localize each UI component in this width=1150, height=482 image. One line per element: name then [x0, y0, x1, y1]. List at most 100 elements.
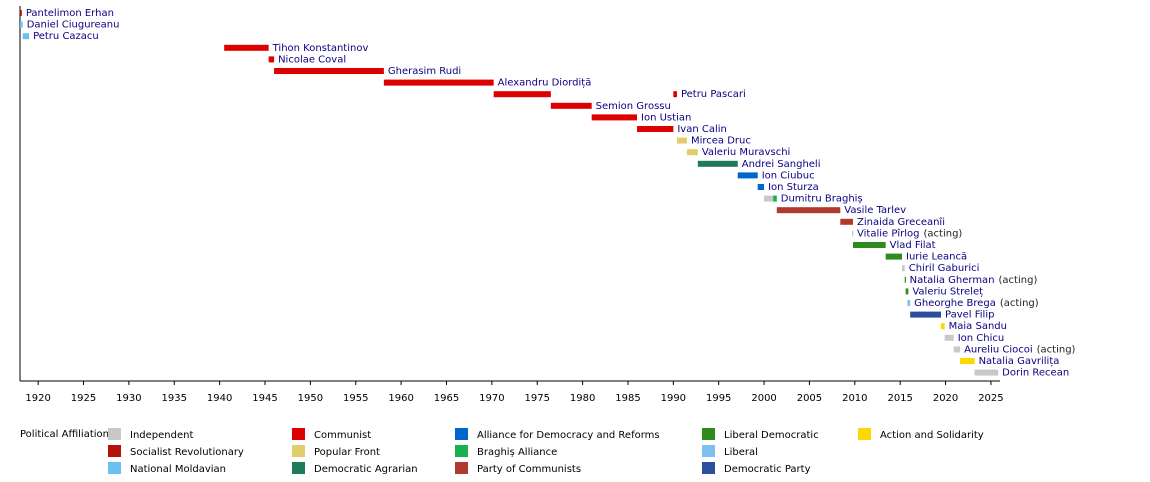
- legend-label: Democratic Agrarian: [314, 464, 418, 475]
- legend-swatch: [292, 445, 305, 457]
- term-bar: [20, 21, 23, 28]
- legend-swatch: [108, 462, 121, 474]
- term-bar: [673, 91, 677, 98]
- pm-name: Petru Pascari: [681, 89, 746, 100]
- pm-name: Petru Cazacu: [33, 31, 99, 42]
- term-bar: [697, 160, 738, 167]
- pm-name: Valeriu Streleț: [912, 286, 983, 297]
- term-bar: [941, 323, 945, 330]
- term-bar: [953, 346, 961, 353]
- term-bar: [637, 126, 674, 132]
- pm-name-text: Valeriu Muravschi: [702, 147, 790, 158]
- pm-name-text: Ion Ciubuc: [762, 170, 815, 181]
- pm-name: Gheorghe Brega (acting): [914, 298, 1039, 309]
- x-tick-label: 1945: [252, 393, 277, 404]
- pm-name: Vlad Filat: [890, 240, 936, 251]
- legend-swatch: [702, 428, 715, 440]
- legend-label: Braghiș Alliance: [477, 447, 557, 458]
- term-bar: [686, 149, 698, 156]
- pm-name-text: Zinaida Greceanîi: [857, 216, 945, 228]
- pm-name-text: Natalia Gherman: [910, 275, 995, 286]
- pm-name-text: Tihon Konstantinov: [272, 43, 369, 54]
- pm-name-text: Ivan Calin: [677, 124, 727, 135]
- x-tick-label: 1925: [71, 393, 96, 404]
- legend-swatch: [292, 428, 305, 440]
- legend-title: Political Affiliation:: [20, 429, 112, 440]
- pm-name-text: Gherasim Rudi: [388, 66, 461, 77]
- legend-label: Alliance for Democracy and Reforms: [477, 430, 660, 441]
- legend-label: Liberal: [724, 447, 758, 458]
- term-bar: [20, 10, 22, 16]
- legend-swatch: [702, 445, 715, 457]
- pm-name-text: Dorin Recean: [1002, 368, 1069, 379]
- legend-label: Party of Communists: [477, 464, 581, 475]
- pm-name-text: Ion Chicu: [958, 333, 1005, 344]
- term-bar: [852, 230, 854, 237]
- x-tick-label: 1975: [524, 393, 549, 404]
- pm-name: Natalia Gavrilița: [979, 356, 1060, 367]
- legend-label: Popular Front: [314, 447, 380, 458]
- pm-name: Natalia Gherman (acting): [910, 275, 1038, 286]
- x-tick-label: 1980: [570, 393, 595, 404]
- x-tick-label: 2000: [751, 393, 776, 404]
- pm-name-text: Aureliu Ciocoi: [964, 344, 1033, 355]
- pm-name-text: Alexandru Diordiță: [498, 78, 592, 89]
- pm-name-text: Pavel Filip: [945, 310, 994, 321]
- pm-name-text: Ion Sturza: [768, 182, 819, 193]
- pm-name-text: Valeriu Streleț: [912, 286, 983, 297]
- x-tick-label: 1965: [434, 393, 459, 404]
- legend-swatch: [108, 428, 121, 440]
- pm-note: (acting): [924, 228, 963, 239]
- legend-swatch: [455, 462, 468, 474]
- legend-swatch: [108, 445, 121, 457]
- legend-swatch: [455, 445, 468, 457]
- pm-name: Mircea Druc: [691, 136, 751, 147]
- x-tick-label: 1960: [388, 393, 413, 404]
- x-tick-label: 2005: [797, 393, 822, 404]
- pm-name: Pavel Filip: [945, 310, 994, 321]
- pm-name-text: Petru Cazacu: [33, 31, 99, 42]
- term-bar: [773, 195, 777, 202]
- legend-label: Independent: [130, 430, 193, 441]
- x-tick-label: 2025: [978, 393, 1003, 404]
- pm-note: (acting): [999, 275, 1038, 286]
- pm-name: Vasile Tarlev: [844, 205, 906, 216]
- legend-label: Liberal Democratic: [724, 430, 819, 441]
- term-bar: [960, 358, 975, 364]
- pm-name-text: Mircea Druc: [691, 136, 751, 147]
- pm-note: (acting): [1037, 344, 1076, 355]
- pm-name: Iurie Leancă: [906, 252, 967, 263]
- x-tick-label: 1930: [116, 393, 141, 404]
- term-bar: [776, 207, 841, 214]
- term-bar: [944, 334, 954, 341]
- x-tick-label: 2010: [842, 393, 867, 404]
- pm-name: Gherasim Rudi: [388, 66, 461, 77]
- term-bar: [904, 276, 906, 283]
- x-tick-label: 1950: [298, 393, 323, 404]
- pm-name-text: Pantelimon Erhan: [26, 8, 114, 19]
- pm-name: Nicolae Coval: [278, 54, 346, 65]
- x-tick-label: 1995: [706, 393, 731, 404]
- pm-name-text: Daniel Ciugureanu: [27, 20, 120, 31]
- x-tick-label: 2015: [887, 393, 912, 404]
- x-tick-label: 1970: [479, 393, 504, 404]
- pm-name: Alexandru Diordiță: [498, 78, 592, 89]
- term-bar: [383, 79, 494, 86]
- pm-name: Aureliu Ciocoi (acting): [964, 344, 1075, 355]
- x-tick-label: 1985: [615, 393, 640, 404]
- legend-label: Communist: [314, 430, 371, 441]
- x-tick-label: 1990: [661, 393, 686, 404]
- term-bar: [591, 114, 638, 121]
- term-bar: [550, 102, 592, 109]
- pm-note: (acting): [1000, 298, 1039, 309]
- legend-swatch: [455, 428, 468, 440]
- pm-name-text: Semion Grossu: [596, 101, 671, 112]
- pm-name-text: Gheorghe Brega: [914, 298, 996, 309]
- legend-swatch: [292, 462, 305, 474]
- term-bar: [910, 311, 942, 318]
- legend-label: National Moldavian: [130, 464, 226, 475]
- term-bar: [885, 253, 902, 260]
- x-tick-label: 1955: [343, 393, 368, 404]
